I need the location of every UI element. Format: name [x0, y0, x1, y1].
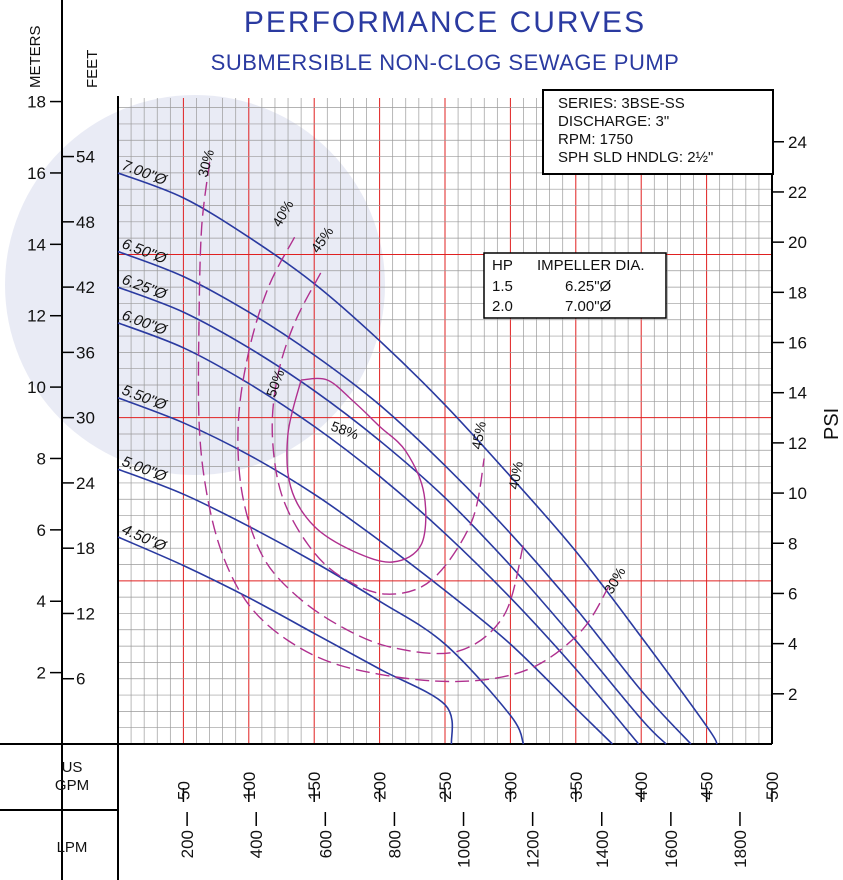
lpm-axis-label: LPM: [57, 839, 88, 856]
meters-tick-label: 6: [37, 521, 46, 540]
psi-tick-label: 16: [788, 334, 807, 353]
gpm-tick-label: 150: [305, 772, 324, 800]
info-discharge: DISCHARGE: 3": [558, 113, 669, 130]
head-curve: [117, 468, 525, 745]
lpm-tick-label: 1200: [524, 830, 543, 868]
hp-table-row-hp: 1.5: [492, 278, 513, 295]
efficiency-curves: [197, 162, 610, 683]
info-rpm: RPM: 1750: [558, 131, 633, 148]
watermark-logo: [5, 95, 385, 475]
head-curve: [117, 536, 454, 745]
lpm-tick-label: 1000: [455, 830, 474, 868]
info-solids: SPH SLD HNDLG: 2½": [558, 149, 713, 166]
gpm-axis-label-us: US: [62, 759, 83, 776]
psi-tick-label: 6: [788, 584, 797, 603]
psi-tick-label: 14: [788, 384, 807, 403]
psi-tick-label: 22: [788, 183, 807, 202]
meters-tick-label: 12: [27, 307, 46, 326]
efficiency-curve: [271, 272, 485, 595]
meters-tick-label: 16: [27, 164, 46, 183]
efficiency-label: 40%: [505, 460, 526, 490]
hp-table-header-hp: HP: [492, 257, 513, 274]
lpm-tick-label: 1800: [731, 830, 750, 868]
hp-table: HP IMPELLER DIA. 1.5 6.25"Ø 2.0 7.00"Ø: [483, 252, 667, 319]
psi-tick-label: 24: [788, 133, 807, 152]
hp-table-row-hp: 2.0: [492, 298, 513, 315]
hp-table-row-dia: 6.25"Ø: [565, 278, 612, 295]
feet-tick-label: 36: [76, 343, 95, 362]
efficiency-label: 45%: [468, 420, 489, 450]
feet-tick-label: 48: [76, 213, 95, 232]
gpm-tick-label: 350: [567, 772, 586, 800]
gpm-tick-label: 100: [240, 772, 259, 800]
lpm-tick-label: 200: [178, 830, 197, 858]
gpm-tick-label: 500: [763, 772, 782, 800]
psi-tick-label: 8: [788, 534, 797, 553]
info-box: SERIES: 3BSE-SS DISCHARGE: 3" RPM: 1750 …: [542, 89, 774, 175]
feet-tick-label: 24: [76, 474, 95, 493]
psi-tick-label: 18: [788, 283, 807, 302]
psi-tick-label: 20: [788, 233, 807, 252]
head-capacity-curves: [117, 172, 718, 745]
impeller-curve-label: 4.50"Ø: [119, 521, 169, 556]
psi-tick-label: 12: [788, 434, 807, 453]
axis-tickmarks: [50, 100, 784, 826]
gpm-tick-label: 300: [501, 772, 520, 800]
head-curve: [117, 172, 718, 745]
gpm-tick-label: 400: [632, 772, 651, 800]
feet-tick-label: 42: [76, 278, 95, 297]
feet-tick-label: 30: [76, 409, 95, 428]
lpm-tick-label: 1600: [662, 830, 681, 868]
psi-axis-label: PSI: [821, 408, 843, 440]
meters-tick-label: 14: [27, 235, 46, 254]
lpm-tick-label: 800: [385, 830, 404, 858]
psi-tick-label: 4: [788, 635, 797, 654]
info-series: SERIES: 3BSE-SS: [558, 95, 685, 112]
gpm-tick-label: 50: [174, 781, 193, 800]
efficiency-curve: [237, 236, 525, 655]
axis-ticklabels: 2468101214161861218243036424854246810121…: [27, 93, 807, 868]
head-curve: [117, 286, 667, 745]
feet-tick-label: 6: [76, 670, 85, 689]
psi-tick-label: 10: [788, 484, 807, 503]
efficiency-curve: [286, 377, 427, 563]
meters-tick-label: 4: [37, 592, 46, 611]
feet-axis-label: FEET: [84, 50, 101, 88]
gpm-axis-label: GPM: [55, 777, 89, 794]
chart-subtitle: SUBMERSIBLE NON-CLOG SEWAGE PUMP: [211, 50, 680, 75]
meters-tick-label: 10: [27, 378, 46, 397]
head-curve: [117, 250, 692, 745]
meters-axis-label: METERS: [27, 25, 44, 88]
meters-tick-label: 18: [27, 93, 46, 112]
meters-tick-label: 2: [37, 664, 46, 683]
psi-tick-label: 2: [788, 685, 797, 704]
gpm-tick-label: 450: [698, 772, 717, 800]
gpm-tick-label: 200: [371, 772, 390, 800]
efficiency-label: 30%: [194, 148, 217, 179]
hp-table-row-dia: 7.00"Ø: [565, 298, 612, 315]
chart-title: PERFORMANCE CURVES: [244, 6, 646, 39]
frame: [0, 0, 773, 880]
feet-tick-label: 54: [76, 148, 95, 167]
hp-table-header-dia: IMPELLER DIA.: [537, 257, 645, 274]
feet-tick-label: 18: [76, 539, 95, 558]
gpm-tick-label: 250: [436, 772, 455, 800]
lpm-tick-label: 400: [247, 830, 266, 858]
meters-tick-label: 8: [37, 449, 46, 468]
lpm-tick-label: 600: [316, 830, 335, 858]
head-curve: [117, 397, 613, 745]
efficiency-curve: [197, 162, 610, 683]
feet-tick-label: 12: [76, 604, 95, 623]
lpm-tick-label: 1400: [593, 830, 612, 868]
